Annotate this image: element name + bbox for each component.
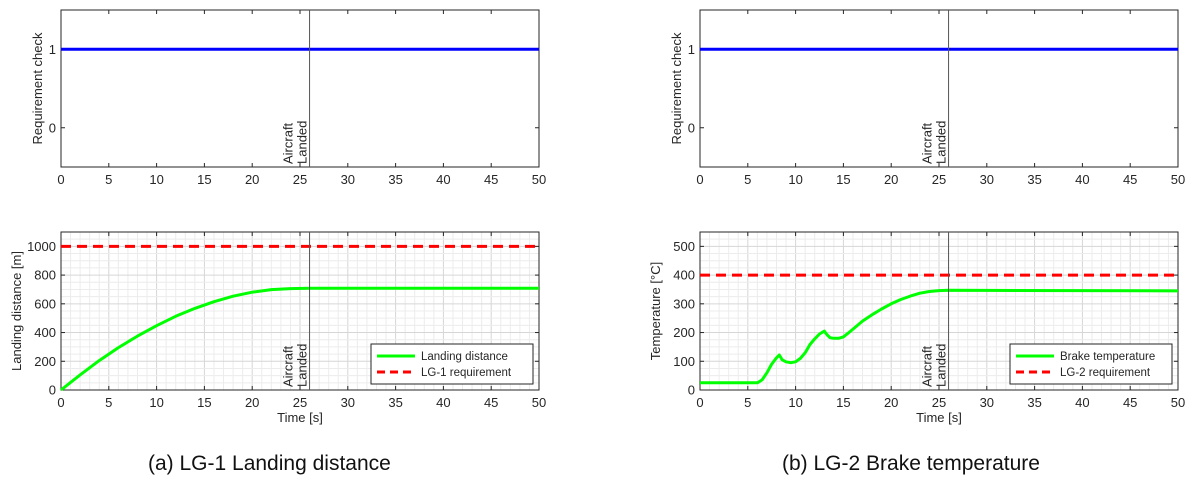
x-tick-label: 5	[744, 395, 751, 410]
event-label-line: Landed	[934, 121, 949, 164]
y-tick-label: 0	[49, 120, 56, 135]
x-axis-label: Time [s]	[277, 410, 323, 425]
y-tick-label: 1000	[27, 239, 56, 254]
x-tick-label: 20	[245, 395, 259, 410]
x-tick-label: 0	[57, 395, 64, 410]
legend-box	[1009, 343, 1173, 385]
y-tick-label: 300	[673, 296, 695, 311]
y-axis-label: Landing distance [m]	[9, 251, 24, 371]
event-label: AircraftLanded	[920, 344, 949, 387]
x-tick-label: 45	[1123, 395, 1137, 410]
y-tick-label: 500	[673, 239, 695, 254]
y-axis-label: Requirement check	[30, 32, 45, 144]
x-tick-label: 50	[1171, 395, 1185, 410]
x-tick-label: 25	[932, 395, 946, 410]
x-tick-label: 10	[149, 395, 163, 410]
x-tick-label: 35	[388, 172, 402, 187]
x-tick-label: 50	[532, 172, 546, 187]
x-tick-label: 25	[293, 395, 307, 410]
legend-label: LG-2 requirement	[1060, 367, 1151, 379]
y-tick-label: 600	[34, 296, 56, 311]
x-tick-label: 5	[744, 172, 751, 187]
x-tick-label: 15	[836, 172, 850, 187]
y-tick-label: 0	[688, 120, 695, 135]
x-tick-label: 0	[57, 172, 64, 187]
chart-lg1-check: 0 5 10 15 20 25 30 35 40 45 50 0 1 Requirement check A…	[30, 9, 546, 187]
x-tick-label: 20	[884, 395, 898, 410]
x-tick-label: 20	[884, 172, 898, 187]
x-tick-label: 50	[1171, 172, 1185, 187]
series-line-0	[700, 288, 1179, 385]
event-label: AircraftLanded	[281, 344, 310, 387]
x-tick-label: 15	[836, 395, 850, 410]
x-tick-label: 35	[1027, 395, 1041, 410]
x-tick-label: 20	[245, 172, 259, 187]
x-tick-label: 10	[788, 172, 802, 187]
event-label-line: Landed	[934, 344, 949, 387]
x-axis-label: Time [s]	[916, 410, 962, 425]
caption-right: (b) LG-2 Brake temperature	[782, 452, 1040, 475]
x-tick-label: 0	[696, 172, 703, 187]
event-label-line: Aircraft	[920, 345, 935, 387]
x-tick-label: 30	[980, 172, 994, 187]
x-tick-label: 50	[532, 395, 546, 410]
x-tick-label: 15	[197, 172, 211, 187]
legend: Brake temperature LG-2 requirement	[1009, 343, 1173, 385]
x-tick-label: 10	[788, 395, 802, 410]
x-tick-label: 5	[105, 172, 112, 187]
chart-lg2-check: 0 5 10 15 20 25 30 35 40 45 50 0 1 Requirement check A…	[669, 9, 1185, 187]
event-label-line: Landed	[295, 121, 310, 164]
y-tick-label: 400	[673, 268, 695, 283]
y-tick-label: 800	[34, 268, 56, 283]
y-axis-label: Temperature [°C]	[648, 262, 663, 360]
y-tick-label: 0	[688, 383, 695, 398]
x-tick-label: 0	[696, 395, 703, 410]
y-tick-label: 0	[49, 383, 56, 398]
event-label: AircraftLanded	[281, 121, 310, 164]
legend: Landing distance LG-1 requirement	[370, 343, 534, 385]
y-tick-label: 200	[34, 354, 56, 369]
x-tick-label: 5	[105, 395, 112, 410]
caption-left: (a) LG-1 Landing distance	[148, 452, 391, 475]
y-tick-label: 1	[49, 42, 56, 57]
event-label: AircraftLanded	[920, 121, 949, 164]
x-tick-label: 40	[436, 172, 450, 187]
x-tick-label: 10	[149, 172, 163, 187]
y-tick-label: 1	[688, 42, 695, 57]
chart-lg1-distance: 0 5 10 15 20 25 30 35 40 45 5002004006008001000Lan…	[9, 231, 546, 425]
x-tick-label: 40	[1075, 395, 1089, 410]
event-label-line: Landed	[295, 344, 310, 387]
event-label-line: Aircraft	[920, 122, 935, 164]
x-tick-label: 45	[1123, 172, 1137, 187]
legend-label: Landing distance	[421, 351, 508, 363]
x-tick-label: 25	[932, 172, 946, 187]
x-tick-label: 35	[388, 395, 402, 410]
x-tick-label: 40	[436, 395, 450, 410]
event-label-line: Aircraft	[281, 122, 296, 164]
x-tick-label: 45	[484, 172, 498, 187]
x-tick-label: 25	[293, 172, 307, 187]
x-tick-label: 30	[980, 395, 994, 410]
chart-lg2-temperature: 0 5 10 15 20 25 30 35 40 45 500100200300400500Temp…	[648, 231, 1185, 425]
y-axis-label: Requirement check	[669, 32, 684, 144]
x-tick-label: 15	[197, 395, 211, 410]
x-tick-label: 30	[341, 395, 355, 410]
y-tick-label: 100	[673, 354, 695, 369]
x-tick-label: 35	[1027, 172, 1041, 187]
series-line-0	[60, 286, 539, 392]
event-label-line: Aircraft	[281, 345, 296, 387]
y-tick-label: 400	[34, 325, 56, 340]
legend-label: LG-1 requirement	[421, 367, 512, 379]
legend-box	[370, 343, 534, 385]
y-tick-label: 200	[673, 325, 695, 340]
legend-label: Brake temperature	[1060, 351, 1155, 363]
x-tick-label: 40	[1075, 172, 1089, 187]
x-tick-label: 30	[341, 172, 355, 187]
x-tick-label: 45	[484, 395, 498, 410]
